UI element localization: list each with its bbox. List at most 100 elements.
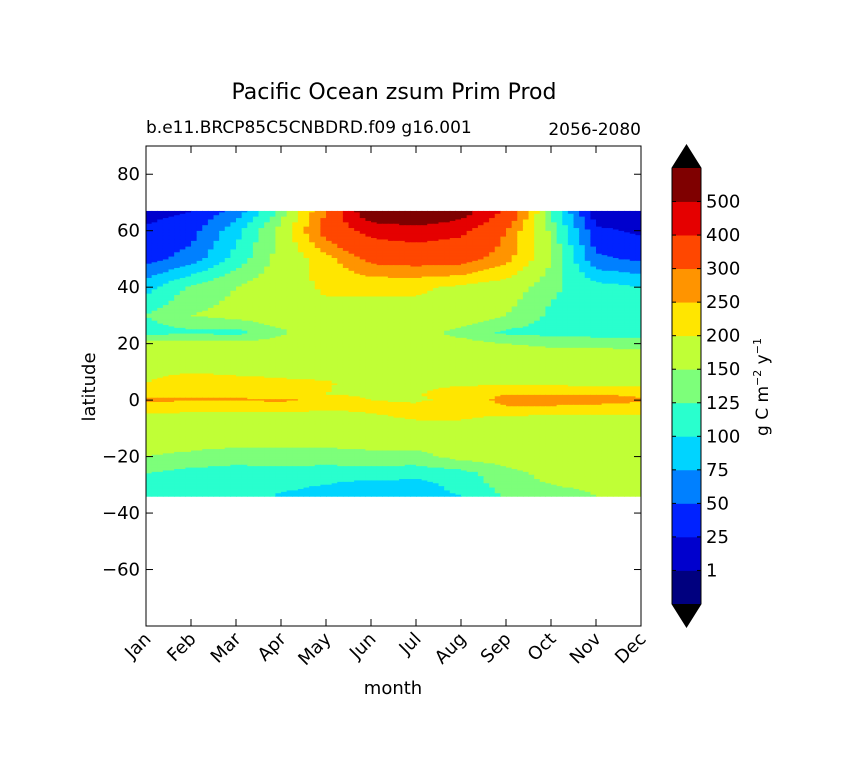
heatmap-cell [326,219,333,222]
heatmap-cell [264,226,271,229]
heatmap-cell [146,220,153,223]
heatmap-cell [151,218,158,221]
heatmap-cell [522,222,530,225]
heatmap-cell [607,216,614,219]
heatmap-cell [179,213,186,216]
heatmap-cell [359,223,366,226]
heatmap-cell [635,226,641,229]
heatmap-cell [264,222,271,225]
heatmap-cell [596,220,603,223]
heatmap-cell [534,212,541,215]
heatmap-cell [162,218,170,221]
heatmap-cell [213,220,220,223]
heatmap-cell [517,215,524,218]
heatmap-cell [579,222,586,225]
heatmap-cell [539,215,546,218]
heatmap-cell [612,226,620,229]
heatmap-cell [236,222,243,225]
heatmap-cell [601,213,608,216]
heatmap-cell [275,223,282,226]
heatmap-cell [354,220,361,223]
heatmap-cell [562,219,569,222]
heatmap-cell [281,218,288,221]
heatmap-cell [584,222,591,225]
heatmap-cell [286,212,293,215]
heatmap-cell [618,215,625,218]
heatmap-cell [590,223,597,226]
heatmap-cell [601,216,608,219]
heatmap-cell [534,219,541,222]
heatmap-cell [387,219,395,222]
heatmap-cell [483,218,490,221]
heatmap-cell [590,215,597,218]
heatmap-cell [590,216,597,219]
heatmap-cell [596,222,603,225]
heatmap-cell [455,218,462,221]
heatmap-cell [303,212,310,215]
heatmap-cell [387,215,395,218]
heatmap-cell [584,213,591,216]
heatmap-cell [371,226,378,229]
heatmap-cell [522,215,530,218]
heatmap-cell [309,216,316,219]
heatmap-cell [359,222,366,225]
heatmap-cell [371,220,378,223]
heatmap-cell [376,226,383,229]
heatmap-cell [162,228,170,231]
heatmap-cell [539,213,546,216]
heatmap-cell [612,219,620,222]
heatmap-cell [162,210,170,213]
heatmap-cell [326,215,333,218]
heatmap-cell [562,210,569,213]
heatmap-cell [624,220,631,223]
heatmap-cell [241,220,248,223]
heatmap-cell [348,220,355,223]
heatmap-cell [601,225,608,228]
heatmap-cell [579,220,586,223]
heatmap-cell [455,220,462,223]
heatmap-cell [427,220,434,223]
heatmap-cell [427,215,434,218]
heatmap-cell [314,220,321,223]
heatmap-cell [427,218,434,221]
heatmap-cell [449,220,456,223]
heatmap-cell [303,213,310,216]
heatmap-cell [320,220,327,223]
heatmap-cell [224,222,231,225]
heatmap-cell [590,219,597,222]
heatmap-cell [365,216,372,219]
heatmap-cell [382,222,389,225]
heatmap-cell [292,215,299,218]
heatmap-cell [438,220,445,223]
heatmap-cell [168,225,175,228]
heatmap-cell [534,218,541,221]
heatmap-cell [387,226,395,229]
heatmap-cell [303,218,310,221]
heatmap-cell [264,216,271,219]
heatmap-cell [185,222,192,225]
heatmap-cell [241,215,248,218]
heatmap-cell [275,216,282,219]
heatmap-cell [607,220,614,223]
heatmap-cell [185,223,192,226]
heatmap-cell [342,216,350,219]
heatmap-cell [247,213,254,216]
heatmap-cell [314,213,321,216]
heatmap-cell [162,223,170,226]
heatmap-cell [635,212,641,215]
heatmap-cell [320,225,327,228]
chart-subtitle-left: b.e11.BRCP85C5CNBDRD.f09 g16.001 [146,118,472,138]
heatmap-cell [567,213,575,216]
heatmap-cell [162,213,170,216]
heatmap-cell [236,218,243,221]
heatmap-cell [387,218,395,221]
heatmap-cell [376,219,383,222]
heatmap-cell [275,222,282,225]
heatmap-cell [174,212,181,215]
heatmap-cell [393,226,400,229]
heatmap-cell [230,218,237,221]
heatmap-cell [579,216,586,219]
heatmap-cell [185,225,192,228]
heatmap-cell [365,215,372,218]
heatmap-cell [224,218,231,221]
